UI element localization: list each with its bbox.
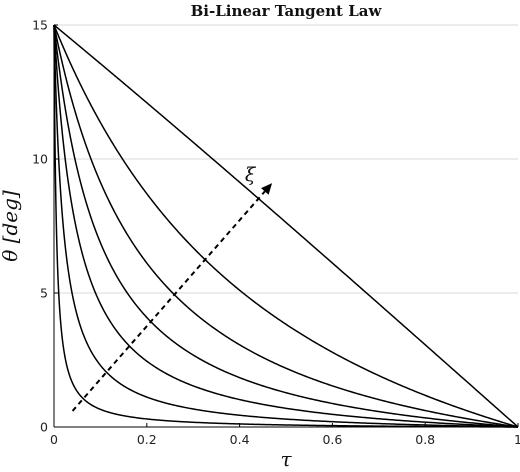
series-line	[53, 24, 519, 428]
xi-arrow-shaft	[71, 190, 266, 412]
y-axis-label: θ [deg]	[0, 190, 22, 262]
chart-title: Bi-Linear Tangent Law	[191, 2, 383, 20]
y-tick-label: 0	[40, 420, 48, 435]
x-axis-label: τ	[280, 447, 292, 471]
series-line	[53, 24, 519, 428]
series-line	[53, 24, 519, 428]
y-tick-label: 15	[32, 18, 48, 33]
y-tick-label: 5	[40, 286, 48, 301]
series-line	[53, 24, 519, 428]
series-group	[53, 24, 519, 428]
xi-label: ξ	[245, 164, 257, 186]
x-tick-label: 1	[514, 432, 520, 447]
series-line	[53, 25, 519, 428]
grid-lines	[54, 24, 518, 428]
axes	[53, 25, 518, 428]
x-tick-label: 0.2	[137, 432, 157, 447]
series-line	[53, 25, 519, 428]
xi-arrow-head	[261, 183, 273, 195]
series-line	[53, 24, 519, 428]
x-tick-label: 0	[50, 432, 58, 447]
x-tick-label: 0.4	[230, 432, 250, 447]
xi-annotation: ξ	[71, 164, 273, 412]
y-tick-label: 10	[32, 152, 48, 167]
x-tick-label: 0.8	[415, 432, 435, 447]
x-tick-label: 0.6	[322, 432, 342, 447]
